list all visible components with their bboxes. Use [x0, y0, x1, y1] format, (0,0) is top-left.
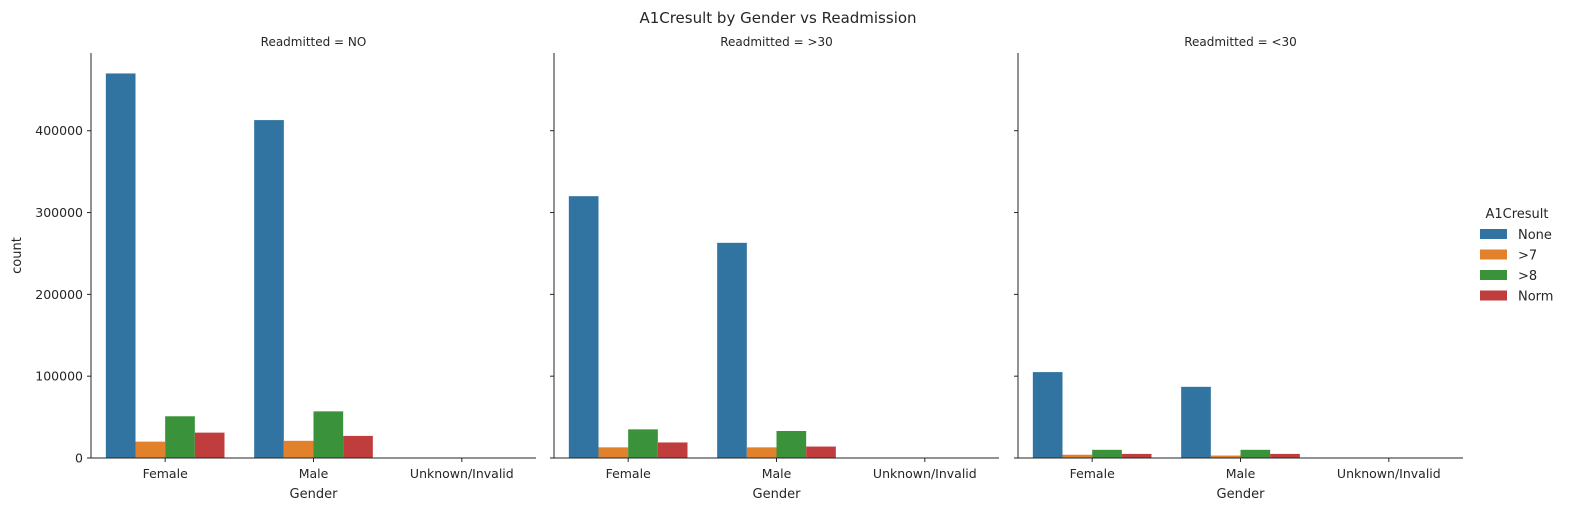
- bar-Norm-male: [343, 435, 373, 458]
- y-tick-label: 300000: [35, 205, 83, 220]
- x-tick-label: Female: [1070, 466, 1116, 481]
- legend-label: >8: [1518, 269, 1537, 284]
- bar-gt8-female: [165, 416, 195, 458]
- legend-label: >7: [1518, 249, 1537, 264]
- bar-None-male: [254, 120, 284, 458]
- bar-gt7-female: [135, 441, 166, 458]
- legend-title: A1Cresult: [1485, 207, 1548, 222]
- bar-None-male: [717, 242, 747, 458]
- legend-label: None: [1518, 228, 1552, 243]
- x-axis-label: Gender: [753, 487, 802, 502]
- x-axis-label: Gender: [1217, 487, 1266, 502]
- legend: A1Cresult None >7 >8 Norm: [1480, 207, 1553, 305]
- x-tick-label: Male: [299, 466, 329, 481]
- bar-gt8-male: [313, 411, 344, 458]
- facet-panels: Readmitted = NO 0 100000 200000 300000 400000…: [10, 35, 1463, 502]
- x-axis-label: Gender: [290, 487, 339, 502]
- x-tick-label: Unknown/Invalid: [873, 466, 977, 481]
- facet-title: Readmitted = NO: [261, 35, 367, 49]
- legend-swatch: [1480, 229, 1507, 239]
- x-tick-label: Male: [1226, 466, 1256, 481]
- y-tick-label: 200000: [35, 287, 83, 302]
- facet-title: Readmitted = >30: [720, 35, 833, 49]
- x-tick-label: Unknown/Invalid: [1337, 466, 1441, 481]
- x-tick-label: Female: [143, 466, 189, 481]
- bar-Norm-male: [1270, 453, 1300, 458]
- y-tick-label: 0: [75, 451, 83, 466]
- bar-gt7-male: [1210, 455, 1241, 458]
- chart-title: A1Cresult by Gender vs Readmission: [639, 9, 916, 27]
- bar-gt8-female: [1092, 449, 1122, 458]
- x-tick-label: Male: [762, 466, 792, 481]
- legend-swatch: [1480, 249, 1507, 260]
- bar-Norm-male: [806, 446, 836, 458]
- bar-gt8-male: [1240, 449, 1271, 458]
- bar-gt8-male: [776, 431, 807, 458]
- bar-Norm-female: [194, 432, 225, 458]
- legend-swatch: [1480, 270, 1507, 280]
- panel-2: Readmitted = >30 Female Male Unknown/Invali…: [550, 35, 999, 502]
- bar-gt7-male: [283, 440, 314, 458]
- panel-3: Readmitted = <30 Female Male Unknown/Invali…: [1014, 35, 1463, 502]
- panel-1: Readmitted = NO 0 100000 200000 300000 400000…: [35, 35, 536, 502]
- x-tick-label: Female: [606, 466, 652, 481]
- y-axis-label: count: [10, 237, 25, 274]
- y-tick-label: 400000: [35, 123, 83, 138]
- bar-gt8-female: [628, 429, 658, 458]
- facet-title: Readmitted = <30: [1184, 35, 1297, 49]
- bar-None-female: [105, 73, 136, 459]
- bar-None-female: [568, 196, 599, 458]
- legend-swatch: [1480, 290, 1507, 301]
- bar-gt7-male: [746, 447, 777, 458]
- bar-None-male: [1181, 386, 1211, 458]
- bar-gt7-female: [1062, 454, 1093, 458]
- legend-label: Norm: [1518, 290, 1553, 305]
- bar-Norm-female: [657, 442, 688, 458]
- bar-Norm-female: [1121, 453, 1152, 458]
- x-tick-label: Unknown/Invalid: [410, 466, 514, 481]
- bar-None-female: [1032, 372, 1063, 458]
- y-tick-label: 100000: [35, 369, 83, 384]
- bar-gt7-female: [598, 447, 629, 458]
